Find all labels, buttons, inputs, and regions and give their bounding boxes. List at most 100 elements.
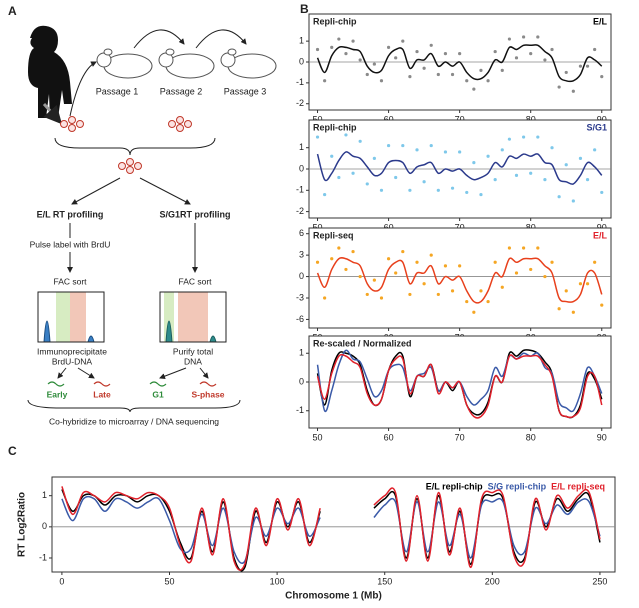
data-point (479, 68, 483, 72)
data-point (436, 72, 440, 77)
data-point (415, 260, 419, 264)
data-point (351, 39, 355, 43)
x-axis-title: Chromosome 1 (Mb) (285, 591, 382, 602)
y-tick-label: 1 (42, 490, 47, 500)
fraction-label: S-phase (191, 389, 224, 399)
data-point (386, 45, 391, 49)
data-point (443, 52, 448, 56)
y-tick-label: -2 (296, 98, 304, 108)
data-point (315, 135, 320, 139)
x-tick-label: 70 (455, 222, 465, 232)
x-tick-label: 70 (455, 432, 465, 442)
data-point (578, 64, 583, 68)
data-point (315, 47, 320, 52)
cells (60, 116, 192, 174)
data-point (479, 192, 483, 197)
data-point (365, 292, 369, 297)
chart-title: Repli-chip (313, 122, 357, 132)
y-tick-label: 1 (299, 36, 304, 46)
data-point (465, 299, 469, 304)
series-group (315, 246, 604, 314)
data-point (507, 246, 511, 250)
data-point (436, 292, 440, 297)
legend-entry: S/G repli-chip (488, 481, 547, 491)
data-point (358, 58, 362, 62)
series-line (61, 486, 601, 571)
data-point (394, 56, 398, 60)
y-tick-label: -1 (296, 405, 304, 415)
x-tick-label: 80 (526, 222, 536, 232)
data-point (550, 146, 554, 150)
x-tick-label: 80 (526, 432, 536, 442)
passage-arrows (69, 29, 247, 117)
data-point (323, 296, 327, 300)
data-point (458, 52, 462, 56)
data-point (323, 79, 327, 83)
data-point (422, 180, 426, 184)
y-tick-label: 3 (299, 250, 304, 260)
data-point (578, 282, 583, 286)
data-point (330, 257, 334, 261)
data-point (600, 303, 604, 307)
arrow (71, 177, 121, 205)
data-point (550, 260, 554, 264)
x-tick-label: 150 (377, 576, 392, 586)
data-point (585, 178, 590, 182)
panel-label: A (8, 4, 17, 18)
data-point (429, 143, 433, 148)
data-point (500, 285, 504, 289)
facs-histogram (37, 291, 227, 343)
series-line (316, 353, 603, 419)
data-point (450, 72, 455, 77)
data-point (386, 257, 391, 261)
data-point (557, 307, 561, 311)
data-point (507, 37, 511, 41)
data-point (365, 72, 369, 77)
panel-label: B (300, 2, 309, 16)
arrow (139, 177, 191, 205)
data-point (443, 264, 448, 268)
data-point (593, 260, 597, 264)
y-tick-label: 0 (299, 56, 304, 66)
data-point (486, 154, 490, 158)
x-tick-label: 60 (384, 222, 394, 232)
data-point (557, 85, 561, 89)
data-point (379, 188, 384, 192)
series-group (315, 35, 604, 93)
series-line (316, 151, 603, 185)
series-group (315, 133, 604, 203)
x-tick-label: 90 (597, 114, 607, 124)
series-group (61, 486, 601, 572)
data-point (344, 267, 348, 272)
data-point (536, 35, 540, 39)
data-point (344, 133, 348, 137)
profiling-title: S/G1RT profiling (160, 209, 231, 219)
step-label: Purify total (173, 346, 213, 356)
data-point (521, 35, 526, 39)
data-point (529, 52, 533, 56)
x-tick-label: 250 (592, 576, 607, 586)
legend-entry: E/L repli-chip (426, 481, 483, 491)
data-point (465, 190, 469, 195)
arrow (42, 103, 62, 125)
y-tick-label: -2 (296, 206, 304, 216)
chart-label: S/G1 (586, 122, 607, 132)
step-label: BrdU-DNA (52, 356, 92, 366)
y-tick-label: 0 (299, 271, 304, 281)
dna-icons (47, 381, 217, 387)
passage-label: Passage 1 (96, 86, 139, 96)
data-point (585, 64, 590, 68)
data-point (394, 271, 398, 275)
data-point (330, 45, 334, 49)
y-tick-label: 1 (299, 142, 304, 152)
data-point (593, 47, 597, 52)
data-point (585, 282, 590, 286)
panel-label: C (8, 444, 17, 458)
y-tick-label: -1 (296, 77, 304, 87)
data-point (465, 79, 469, 83)
data-point (493, 49, 497, 54)
y-tick-label: 0 (42, 521, 47, 531)
data-point (337, 37, 341, 41)
data-point (379, 79, 384, 83)
